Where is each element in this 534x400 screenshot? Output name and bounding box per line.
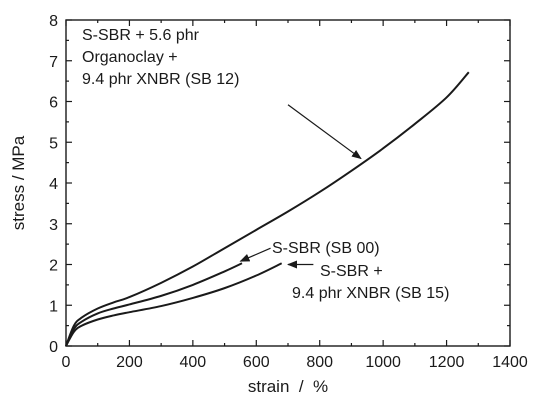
annotation-sb15: S-SBR + 9.4 phr XNBR (SB 15) <box>287 260 449 302</box>
y-tick-label: 3 <box>49 217 58 234</box>
y-tick-label: 8 <box>49 13 58 30</box>
annotation-arrow <box>287 104 362 160</box>
annotation-text: Organoclay + <box>82 49 178 66</box>
y-tick-label: 7 <box>49 54 58 71</box>
annotations: S-SBR + 5.6 phr Organoclay + 9.4 phr XNBR … <box>82 27 449 302</box>
y-tick-label: 6 <box>49 95 58 112</box>
annotation-arrow <box>239 247 271 262</box>
annotation-sb12: S-SBR + 5.6 phr Organoclay + 9.4 phr XNBR … <box>82 27 362 160</box>
annotation-text: S-SBR + 5.6 phr <box>82 27 200 44</box>
y-tick-label: 1 <box>49 298 58 315</box>
x-tick-label: 1400 <box>492 354 528 371</box>
series-line-sb00 <box>65 262 243 347</box>
x-tick-label: 600 <box>243 354 270 371</box>
series-line-sb15 <box>65 262 283 347</box>
annotation-text: S-SBR + <box>320 263 383 280</box>
x-tick-label: 1000 <box>365 354 401 371</box>
y-axis-title: stress / MPa <box>9 135 28 230</box>
y-tick-label: 2 <box>49 258 58 275</box>
axes: 0 200 400 600 800 1000 1200 1400 0 1 2 3 4 5 6 7 8 strain… <box>9 13 528 396</box>
x-axis-title: strain / % <box>248 377 328 396</box>
y-tick-label: 5 <box>49 135 58 152</box>
annotation-text: S-SBR (SB 00) <box>272 240 380 257</box>
x-tick-label: 800 <box>306 354 333 371</box>
annotation-text: 9.4 phr XNBR (SB 15) <box>292 285 449 302</box>
x-tick-label: 0 <box>62 354 71 371</box>
x-tick-label: 400 <box>180 354 207 371</box>
annotation-text: 9.4 phr XNBR (SB 12) <box>82 71 239 88</box>
series-line-sb12 <box>65 71 470 347</box>
x-tick-label: 1200 <box>429 354 465 371</box>
y-tick-label: 0 <box>49 339 58 356</box>
y-tick-label: 4 <box>49 176 58 193</box>
data-series <box>65 71 470 347</box>
annotation-sb00: S-SBR (SB 00) <box>239 240 380 262</box>
x-tick-label: 200 <box>116 354 143 371</box>
